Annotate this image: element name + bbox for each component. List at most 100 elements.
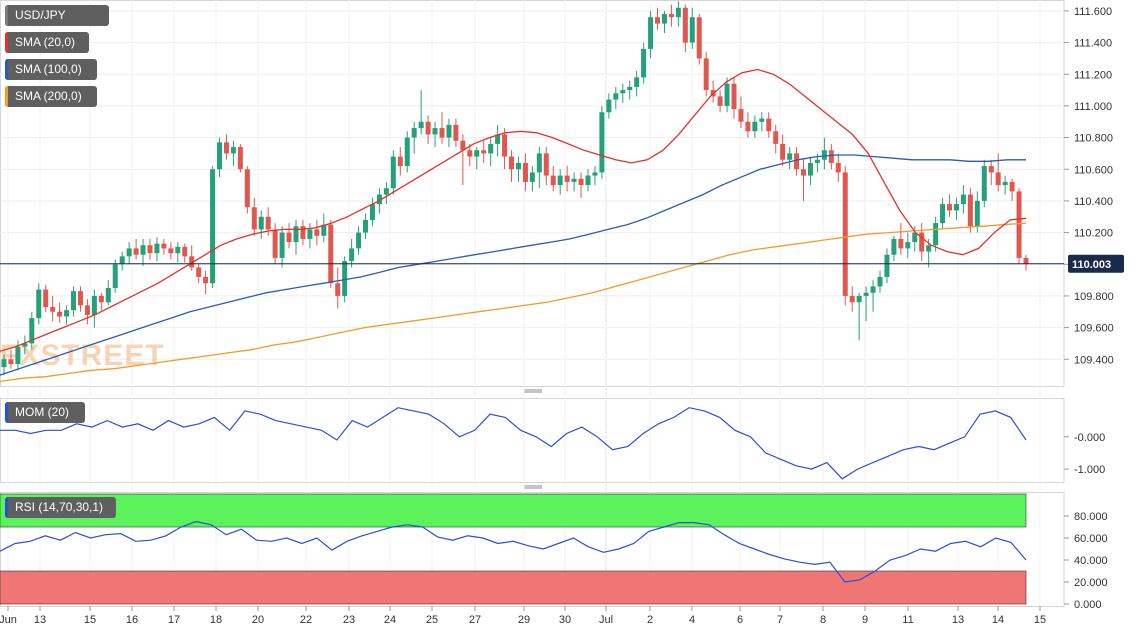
candle-body	[196, 267, 202, 277]
candle-body	[314, 229, 320, 236]
rsi-tick-label: 20.000	[1074, 577, 1108, 589]
candle-body	[787, 153, 793, 160]
candle-body	[112, 264, 118, 288]
candle-body	[161, 243, 167, 249]
candle-body	[432, 128, 438, 135]
candle-body	[210, 169, 216, 284]
candle-body	[877, 276, 883, 287]
candle-body	[606, 99, 612, 113]
date-tick-label: 22	[300, 614, 312, 626]
candle-body	[140, 245, 146, 255]
candle-body	[731, 83, 737, 110]
price-tick-label: 111.400	[1074, 38, 1112, 50]
candle-body	[279, 232, 285, 258]
label-sma20: SMA (20,0)	[5, 32, 89, 53]
candle-body	[571, 178, 577, 182]
candle-body	[529, 172, 535, 182]
sma100-line	[0, 154, 1026, 376]
candle-body	[821, 150, 827, 160]
date-tick-label: 24	[384, 614, 396, 626]
candle-body	[258, 216, 264, 230]
candle-body	[126, 248, 132, 257]
candle-body	[1, 359, 7, 368]
rsi-tick-label: 0.000	[1074, 599, 1102, 611]
candle-body	[995, 172, 1001, 186]
candle-body	[133, 248, 139, 255]
date-tick-label: Jul	[599, 614, 613, 626]
date-tick-label: 9	[862, 614, 868, 626]
date-tick-label: 27	[469, 614, 481, 626]
date-tick-label: 18	[210, 614, 222, 626]
candle-body	[36, 289, 42, 319]
candle-body	[175, 246, 181, 254]
last-price-badge	[1068, 254, 1124, 273]
candle-body	[71, 291, 77, 311]
date-tick-label: 15	[1034, 614, 1046, 626]
candle-body	[578, 178, 584, 186]
price-tick-label: 110.800	[1074, 133, 1113, 145]
candle-body	[64, 310, 70, 317]
candle-body	[933, 223, 939, 246]
price-tick-label: 111.200	[1074, 69, 1112, 81]
candle-body	[773, 131, 779, 144]
last-price-text: 110.003	[1072, 259, 1111, 271]
rsi-text: RSI (14,70,30,1)	[15, 500, 104, 514]
candle-body	[356, 232, 362, 249]
candle-body	[780, 143, 786, 160]
date-tick-label: 2	[647, 614, 653, 626]
candle-body	[265, 216, 271, 230]
sma100-swatch	[5, 59, 8, 80]
candle-body	[244, 169, 250, 208]
candle-body	[50, 307, 56, 312]
candle-body	[703, 58, 709, 91]
candle-body	[335, 283, 341, 296]
candle-body	[397, 156, 403, 167]
candle-body	[8, 359, 14, 364]
sma100-text: SMA (100,0)	[15, 62, 82, 76]
candle-body	[182, 246, 188, 257]
price-tick-label: 110.200	[1074, 228, 1113, 240]
symbol-text: USD/JPY	[15, 8, 66, 22]
candle-body	[724, 83, 730, 106]
candle-body	[57, 311, 63, 317]
candle-body	[738, 109, 744, 122]
mom-text: MOM (20)	[15, 405, 69, 419]
candle-body	[585, 175, 591, 186]
candle-body	[418, 121, 424, 129]
date-tick-label: 23	[343, 614, 355, 626]
date-tick-label: 6	[737, 614, 743, 626]
candle-body	[223, 142, 229, 154]
candle-body	[43, 289, 49, 307]
symbol-swatch	[5, 5, 8, 26]
candle-body	[1009, 181, 1015, 192]
candle-body	[203, 276, 209, 284]
sma200-swatch	[5, 86, 8, 107]
label-sma100: SMA (100,0)	[5, 59, 97, 80]
candle-body	[383, 188, 389, 195]
candle-body	[189, 256, 195, 268]
candle-body	[328, 224, 334, 284]
candle-body	[404, 137, 410, 167]
date-tick-label: 25	[426, 614, 438, 626]
candle-body	[634, 77, 640, 87]
price-tick-label: 109.600	[1074, 323, 1114, 335]
price-tick-label: 110.400	[1074, 196, 1113, 208]
date-tick-label: 29	[518, 614, 530, 626]
candle-body	[154, 243, 160, 254]
candle-body	[286, 232, 292, 243]
mom-tick-label: -0.000	[1074, 432, 1105, 444]
candle-body	[641, 48, 647, 78]
candle-body	[474, 150, 480, 157]
candle-body	[807, 162, 813, 176]
candle-body	[884, 254, 890, 277]
date-tick-label: 15	[84, 614, 96, 626]
candle-body	[536, 153, 542, 173]
candle-body	[342, 261, 348, 296]
date-tick-label: 17	[168, 614, 180, 626]
candle-body	[974, 200, 980, 227]
candle-body	[230, 147, 236, 154]
candle-body	[509, 156, 515, 170]
candle-body	[105, 288, 111, 303]
price-panel-border	[0, 0, 1065, 387]
candle-body	[592, 172, 598, 176]
